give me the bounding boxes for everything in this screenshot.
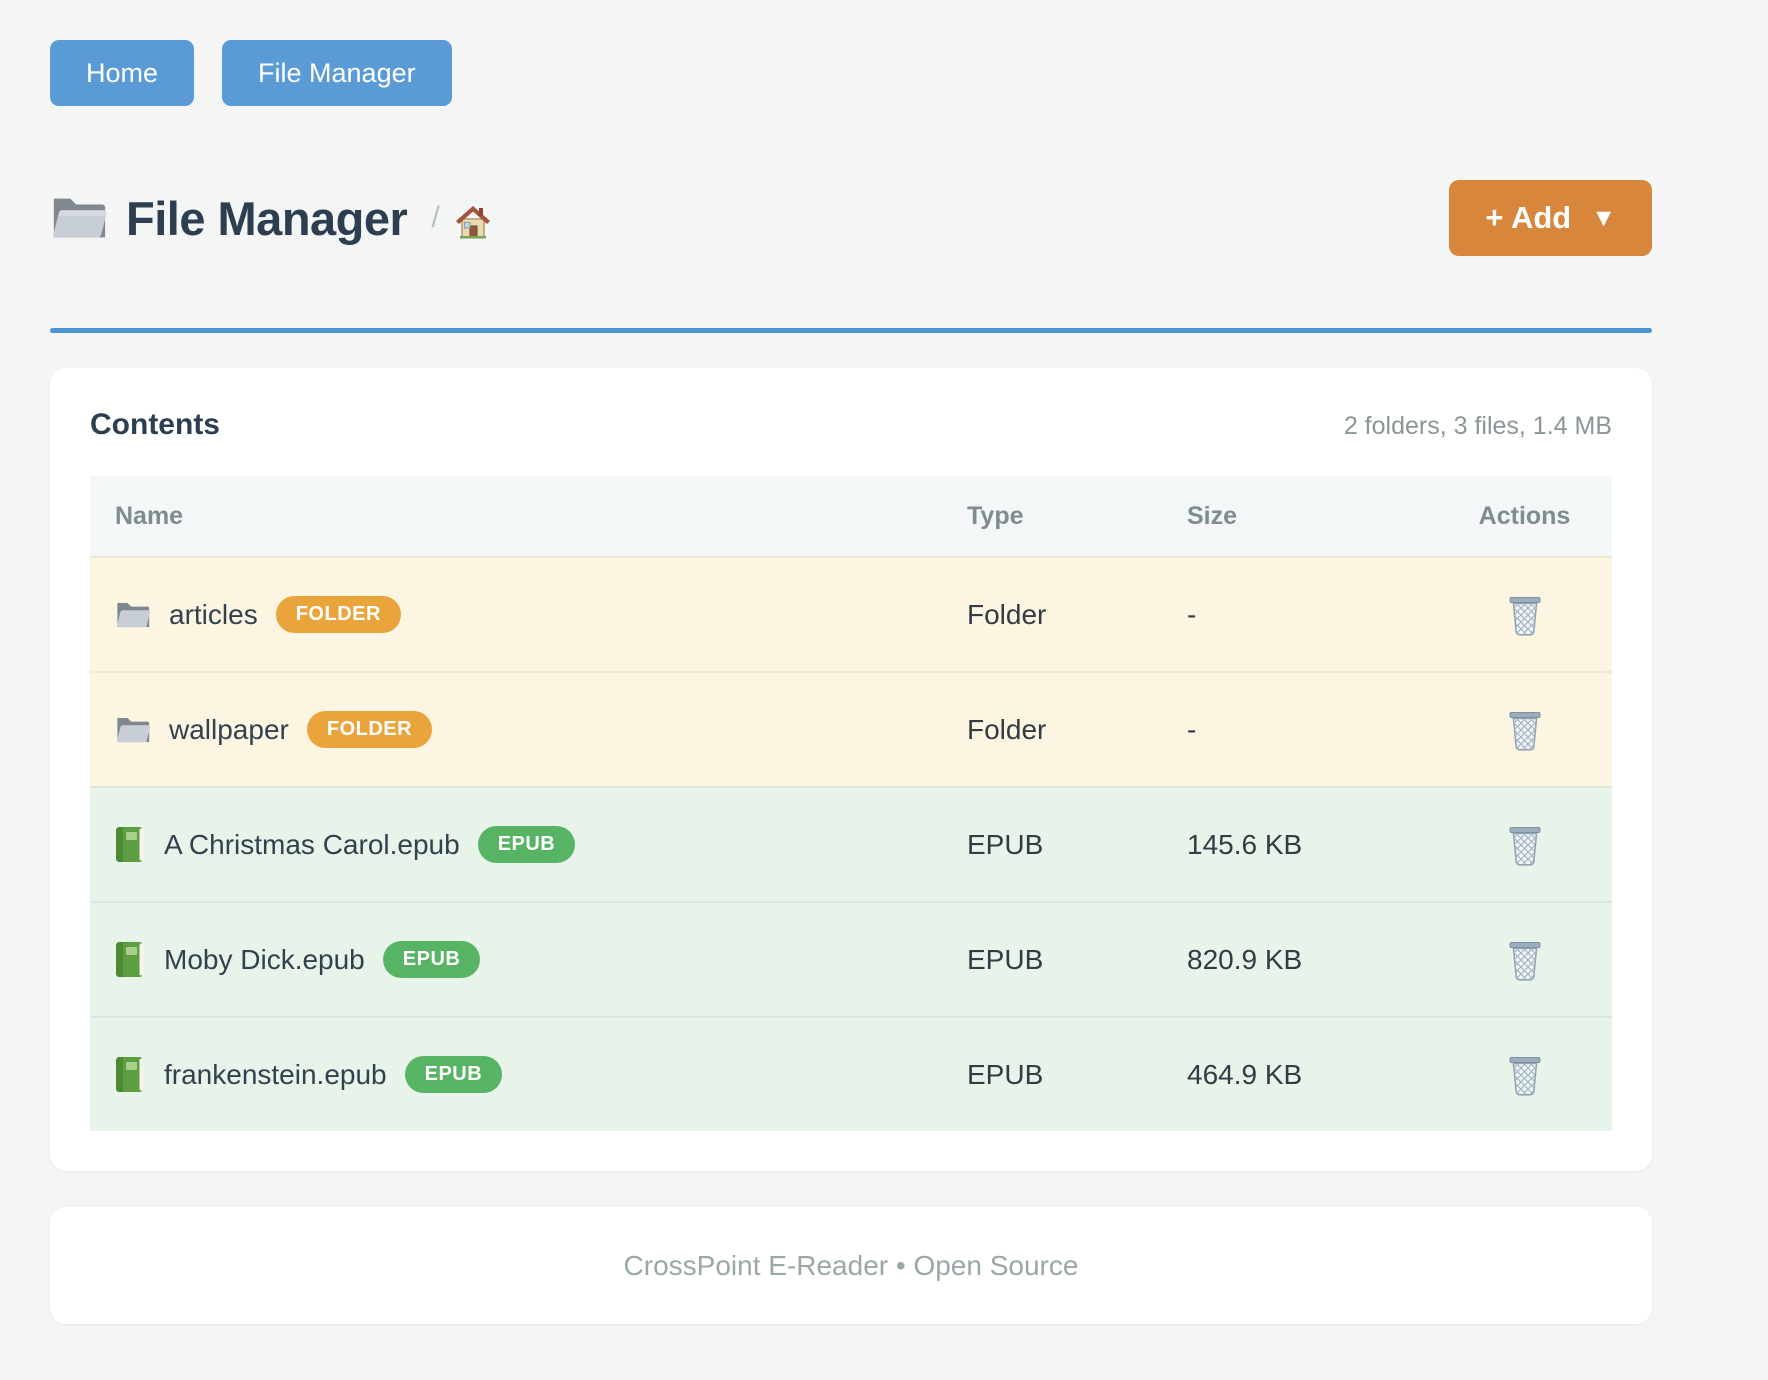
delete-button[interactable]	[1503, 1050, 1547, 1100]
contents-summary: 2 folders, 3 files, 1.4 MB	[1343, 412, 1612, 440]
book-icon	[115, 1056, 146, 1093]
contents-card: Contents 2 folders, 3 files, 1.4 MB Name…	[50, 368, 1652, 1171]
file-table: Name Type Size Actions articles FOLDER F…	[90, 476, 1612, 1131]
file-name: frankenstein.epub	[164, 1058, 387, 1090]
book-icon	[115, 941, 146, 978]
trash-icon	[1507, 594, 1543, 636]
table-row[interactable]: articles FOLDER Folder -	[90, 556, 1612, 671]
top-nav: Home File Manager	[50, 40, 1652, 106]
size-cell: -	[1187, 713, 1197, 745]
delete-button[interactable]	[1503, 820, 1547, 870]
breadcrumb-separator: /	[431, 201, 440, 234]
delete-button[interactable]	[1503, 705, 1547, 755]
book-icon	[115, 826, 146, 863]
type-cell: EPUB	[967, 828, 1044, 860]
type-cell: Folder	[967, 713, 1047, 745]
contents-header: Contents 2 folders, 3 files, 1.4 MB	[90, 408, 1612, 442]
add-button-label: + Add	[1485, 200, 1572, 235]
size-cell: 464.9 KB	[1187, 1058, 1303, 1090]
trash-icon	[1507, 824, 1543, 866]
table-row[interactable]: Moby Dick.epub EPUB EPUB 820.9 KB	[90, 901, 1612, 1016]
epub-badge: EPUB	[477, 826, 576, 863]
header-type: Type	[967, 501, 1024, 530]
trash-icon	[1507, 939, 1543, 981]
type-cell: Folder	[967, 598, 1047, 630]
type-cell: EPUB	[967, 1058, 1044, 1090]
header-actions: Actions	[1478, 501, 1571, 530]
epub-badge: EPUB	[382, 941, 481, 978]
open-folder-icon	[50, 193, 108, 243]
folder-icon	[115, 715, 151, 745]
trash-icon	[1507, 1054, 1543, 1096]
file-name: wallpaper	[169, 713, 289, 745]
header-name: Name	[115, 501, 184, 530]
header-size: Size	[1187, 501, 1238, 530]
home-nav-button[interactable]: Home	[50, 40, 195, 106]
folder-badge: FOLDER	[306, 711, 433, 748]
page-title: File Manager	[126, 191, 408, 245]
folder-badge: FOLDER	[275, 596, 401, 633]
table-header-row: Name Type Size Actions	[90, 476, 1612, 556]
title-row: File Manager / + Add ▼	[50, 180, 1652, 256]
footer: CrossPoint E-Reader • Open Source	[50, 1207, 1652, 1324]
delete-button[interactable]	[1503, 590, 1547, 640]
home-icon[interactable]	[454, 204, 492, 240]
file-name: Moby Dick.epub	[164, 943, 365, 975]
file-name: articles	[169, 598, 258, 630]
size-cell: 145.6 KB	[1187, 828, 1303, 860]
contents-title: Contents	[90, 408, 220, 441]
table-row[interactable]: A Christmas Carol.epub EPUB EPUB 145.6 K…	[90, 786, 1612, 901]
folder-icon	[115, 600, 151, 630]
table-row[interactable]: wallpaper FOLDER Folder -	[90, 671, 1612, 786]
page: Home File Manager File Manager / + Add ▼…	[50, 40, 1652, 1324]
size-cell: 820.9 KB	[1187, 943, 1303, 975]
footer-text: CrossPoint E-Reader • Open Source	[623, 1249, 1079, 1281]
delete-button[interactable]	[1503, 935, 1547, 985]
header-divider	[50, 328, 1652, 333]
epub-badge: EPUB	[404, 1056, 503, 1093]
table-row[interactable]: frankenstein.epub EPUB EPUB 464.9 KB	[90, 1016, 1612, 1131]
caret-down-icon: ▼	[1591, 203, 1616, 232]
file-manager-nav-button[interactable]: File Manager	[222, 40, 452, 106]
add-button[interactable]: + Add ▼	[1449, 180, 1652, 256]
trash-icon	[1507, 709, 1543, 751]
size-cell: -	[1187, 598, 1197, 630]
type-cell: EPUB	[967, 943, 1044, 975]
file-name: A Christmas Carol.epub	[164, 828, 460, 860]
